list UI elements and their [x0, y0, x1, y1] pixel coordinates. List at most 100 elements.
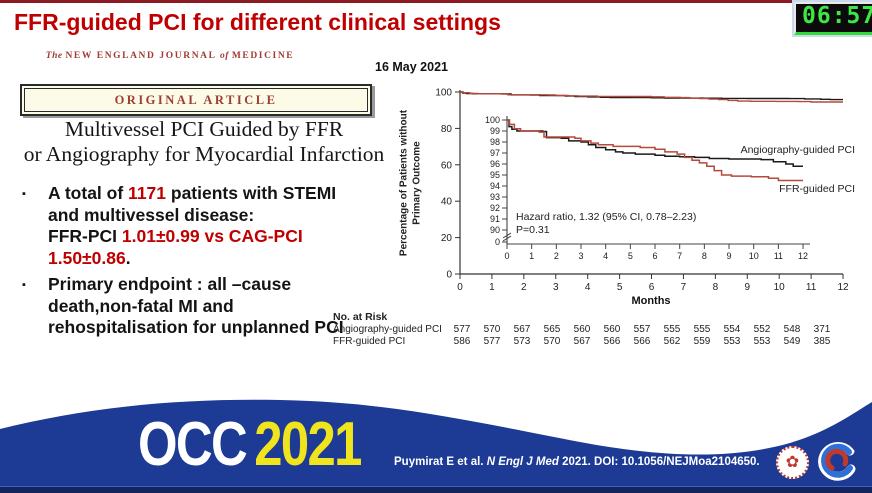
- article-title-line2: or Angiography for Myocardial Infarction: [23, 142, 385, 167]
- svg-text:3: 3: [553, 282, 559, 293]
- society-logo-icon: ✿: [785, 453, 800, 471]
- svg-text:93: 93: [490, 192, 500, 202]
- svg-text:95: 95: [490, 170, 500, 180]
- svg-text:3: 3: [579, 251, 584, 261]
- svg-text:92: 92: [490, 203, 500, 213]
- bullet-2-text: Primary endpoint : all –cause death,non-…: [48, 274, 344, 337]
- svg-text:80: 80: [441, 124, 453, 135]
- timer: 06:57: [792, 0, 872, 37]
- svg-text:12: 12: [837, 282, 849, 293]
- svg-text:11: 11: [774, 251, 783, 261]
- risk-cell: 371: [813, 324, 831, 335]
- svg-text:0: 0: [457, 282, 463, 293]
- svg-text:5: 5: [617, 282, 623, 293]
- ffr-vs-cag-values: 1.01±0.99 vs CAG-PCI: [121, 226, 303, 246]
- svg-text:7: 7: [677, 251, 682, 261]
- risk-cell: 562: [663, 336, 681, 347]
- banner-wave-path: [0, 399, 872, 493]
- original-article-label: ORIGINAL ARTICLE: [24, 88, 368, 112]
- svg-text:0: 0: [495, 237, 500, 247]
- svg-text:2: 2: [521, 282, 527, 293]
- svg-text:9: 9: [727, 251, 732, 261]
- svg-text:10: 10: [774, 282, 786, 293]
- svg-text:99: 99: [490, 126, 500, 136]
- article-title: Multivessel PCI Guided by FFR or Angiogr…: [10, 117, 398, 167]
- svg-text:94: 94: [490, 181, 500, 191]
- patient-count: 1171: [128, 183, 167, 203]
- risk-cell: 570: [483, 324, 501, 335]
- journal-name-2: MEDICINE: [231, 51, 295, 61]
- society-logo: ✿: [776, 446, 809, 479]
- svg-text:12: 12: [798, 251, 808, 261]
- svg-text:91: 91: [490, 214, 500, 224]
- svg-text:100: 100: [435, 88, 452, 99]
- ffr-curve-label: FFR-guided PCI: [779, 183, 855, 195]
- citation: Puymirat E et al. N Engl J Med 2021. DOI…: [394, 456, 760, 468]
- svg-text:40: 40: [441, 197, 453, 208]
- risk-cell: 553: [723, 336, 741, 347]
- svg-text:5: 5: [628, 251, 633, 261]
- risk-table: No. at Risk Angiography-guided PCI 577 57…: [333, 311, 865, 348]
- journal-name-1: NEW ENGLAND JOURNAL: [65, 51, 221, 61]
- journal-the: The: [45, 51, 66, 61]
- svg-text:11: 11: [806, 282, 817, 293]
- svg-text:1: 1: [489, 282, 495, 293]
- svg-text:8: 8: [702, 251, 707, 261]
- risk-cell: 573: [513, 336, 531, 347]
- bullet-1-text: A total of 1171 patients with STEMI and …: [48, 183, 337, 268]
- svg-text:96: 96: [490, 159, 500, 169]
- risk-cell: 577: [453, 324, 471, 335]
- bullet-list: ▪ A total of 1171 patients with STEMI an…: [22, 183, 412, 344]
- risk-row-ffr: FFR-guided PCI 586 577 573 570 567 566 566 562 5…: [333, 336, 865, 348]
- bullet-marker: ▪: [22, 279, 26, 291]
- risk-row-angiography: Angiography-guided PCI 577 570 567 565 560 56…: [333, 324, 865, 336]
- svg-text:2: 2: [554, 251, 559, 261]
- risk-cell: 557: [633, 324, 651, 335]
- bottom-strip: [0, 486, 872, 493]
- risk-cell: 559: [693, 336, 711, 347]
- angiography-curve-label: Angiography-guided PCI: [740, 144, 855, 156]
- risk-values-ffr: 586 577 573 570 567 566 566 562 559 553 553 549 385: [447, 336, 837, 348]
- svg-text:10: 10: [749, 251, 759, 261]
- svg-text:6: 6: [653, 251, 658, 261]
- footer-banner: [0, 395, 872, 493]
- risk-table-title: No. at Risk: [333, 311, 388, 323]
- slide-title: FFR-guided PCI for different clinical se…: [14, 9, 501, 35]
- risk-cell: 385: [813, 336, 831, 347]
- svg-text:4: 4: [603, 251, 608, 261]
- svg-text:8: 8: [713, 282, 719, 293]
- svg-text:6: 6: [649, 282, 655, 293]
- svg-text:7: 7: [681, 282, 687, 293]
- timer-display: 06:57: [794, 2, 872, 35]
- svg-text:9: 9: [744, 282, 750, 293]
- risk-cell: 566: [633, 336, 651, 347]
- risk-cell: 567: [513, 324, 531, 335]
- article-title-line1: Multivessel PCI Guided by FFR: [64, 117, 344, 141]
- risk-cell: 554: [723, 324, 741, 335]
- date-label: 16 May 2021: [375, 60, 448, 74]
- svg-text:20: 20: [441, 233, 453, 244]
- occ-logo-text: OCC 2021: [138, 414, 362, 476]
- svg-text:90: 90: [490, 225, 500, 235]
- risk-cell: 560: [603, 324, 621, 335]
- risk-cell: 555: [693, 324, 711, 335]
- risk-cell: 549: [783, 336, 801, 347]
- risk-cell: 565: [543, 324, 561, 335]
- occ-text: OCC: [138, 410, 248, 479]
- svg-text:60: 60: [441, 160, 453, 171]
- occ-year: 2021: [254, 410, 362, 479]
- risk-cell: 552: [753, 324, 771, 335]
- hazard-ratio-annotation: Hazard ratio, 1.32 (95% CI, 0.78–2.23): [516, 211, 697, 223]
- svg-text:100: 100: [485, 115, 500, 125]
- x-axis-label: Months: [631, 295, 671, 307]
- journal-of: of: [220, 51, 232, 61]
- risk-cell: 555: [663, 324, 681, 335]
- banner-wave: [0, 399, 872, 493]
- risk-cell: 553: [753, 336, 771, 347]
- risk-cell: 566: [603, 336, 621, 347]
- risk-cell: 577: [483, 336, 501, 347]
- risk-cell: 586: [453, 336, 471, 347]
- svg-text:1: 1: [529, 251, 534, 261]
